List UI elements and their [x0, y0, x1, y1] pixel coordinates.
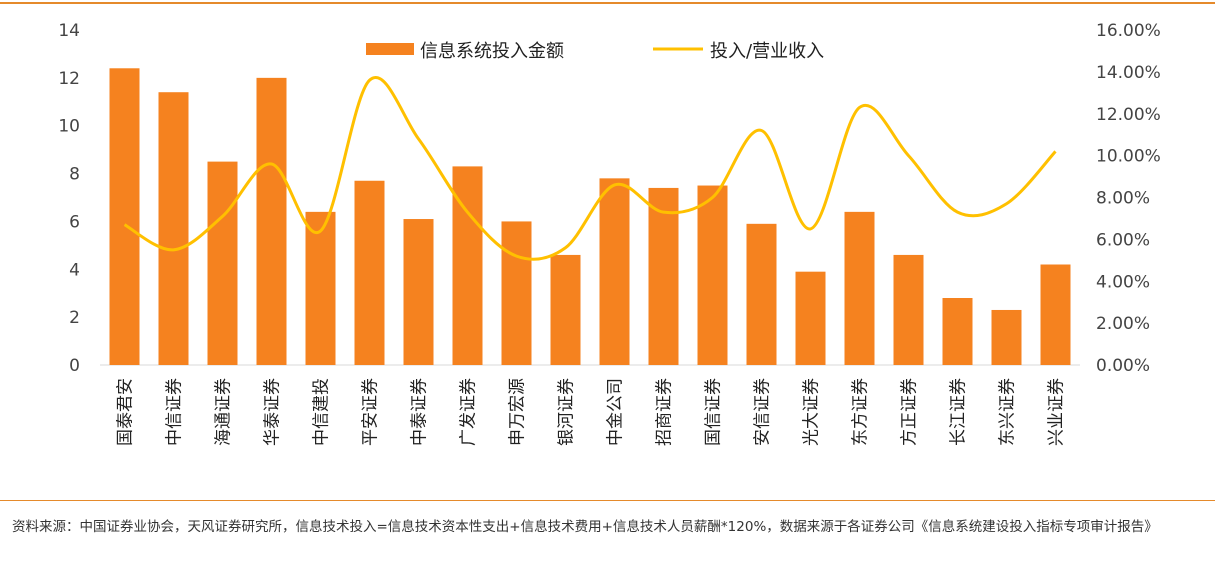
category-label: 申万宏源 — [508, 378, 528, 446]
bar — [844, 211, 875, 365]
category-label: 国泰君安 — [116, 378, 136, 446]
bar — [403, 219, 434, 365]
category-label: 中信证券 — [165, 378, 185, 446]
right-tick-label: 4.00% — [1096, 272, 1150, 292]
category-label: 中金公司 — [606, 378, 626, 446]
category-label: 广发证券 — [459, 378, 479, 446]
legend-bar-label: 信息系统投入金额 — [420, 41, 564, 62]
category-label: 华泰证券 — [263, 378, 283, 446]
right-tick-label: 10.00% — [1096, 147, 1161, 167]
left-tick-label: 4 — [69, 260, 80, 280]
category-label: 银河证券 — [557, 378, 577, 446]
left-tick-label: 8 — [69, 165, 80, 185]
bar — [795, 271, 826, 365]
left-tick-label: 2 — [69, 308, 80, 328]
category-label: 国信证券 — [704, 378, 724, 446]
left-tick-label: 10 — [58, 117, 80, 137]
bar — [746, 223, 777, 365]
right-tick-label: 12.00% — [1096, 105, 1161, 125]
bar — [501, 221, 532, 365]
right-axis-ticks: 0.00% 2.00% 4.00% 6.00% 8.00% 10.00% 12.00% 14.… — [1096, 21, 1161, 376]
left-axis-ticks: 0 2 4 6 8 10 12 14 — [58, 21, 80, 376]
bar — [256, 77, 287, 365]
bar — [991, 309, 1022, 365]
legend-bar-swatch — [366, 43, 414, 55]
right-tick-label: 8.00% — [1096, 189, 1150, 209]
combo-chart: 0 2 4 6 8 10 12 14 0.00% 2.00% 4.00% 6.00% 8.00% 10.… — [58, 21, 1161, 446]
bar — [207, 161, 238, 365]
left-tick-label: 14 — [58, 21, 80, 41]
bar — [109, 68, 140, 366]
category-label: 海通证券 — [214, 378, 234, 446]
legend-line-label: 投入/营业收入 — [710, 41, 824, 62]
source-note: 资料来源：中国证券业协会，天风证券研究所，信息技术投入=信息技术资本性支出+信息… — [12, 519, 1158, 535]
bar — [305, 211, 336, 365]
category-label: 中泰证券 — [410, 378, 430, 446]
right-tick-label: 16.00% — [1096, 21, 1161, 41]
bottom-rule — [0, 500, 1215, 501]
bar — [942, 298, 973, 365]
series-line — [123, 76, 1057, 261]
legend: 信息系统投入金额 投入/营业收入 — [366, 41, 824, 62]
bar — [893, 254, 924, 365]
bar — [648, 187, 679, 365]
bar — [550, 254, 581, 365]
category-label: 招商证券 — [655, 378, 675, 446]
right-tick-label: 6.00% — [1096, 230, 1150, 250]
category-label: 安信证券 — [753, 378, 773, 446]
category-label: 兴业证券 — [1047, 378, 1067, 446]
category-label: 长江证券 — [949, 378, 969, 446]
right-tick-label: 14.00% — [1096, 63, 1161, 83]
category-label: 方正证券 — [900, 378, 920, 446]
right-tick-label: 2.00% — [1096, 314, 1150, 334]
line-series — [123, 76, 1057, 261]
category-label: 东兴证券 — [998, 378, 1018, 446]
bar — [354, 180, 385, 365]
right-tick-label: 0.00% — [1096, 356, 1150, 376]
category-labels: 国泰君安 中信证券 海通证券 华泰证券 中信建投 平安证券 中泰证券 广发证券 申万宏源 银河证券… — [116, 378, 1067, 446]
bar-series — [109, 68, 1071, 366]
bar — [158, 92, 189, 365]
left-tick-label: 0 — [69, 356, 80, 376]
category-label: 东方证券 — [851, 378, 871, 446]
bar — [599, 178, 630, 365]
left-tick-label: 6 — [69, 212, 80, 232]
bar — [697, 185, 728, 365]
category-label: 中信建投 — [312, 378, 332, 446]
left-tick-label: 12 — [58, 69, 80, 89]
category-label: 光大证券 — [802, 378, 822, 446]
category-label: 平安证券 — [361, 378, 381, 446]
bar — [1040, 264, 1071, 365]
top-rule — [0, 2, 1215, 4]
